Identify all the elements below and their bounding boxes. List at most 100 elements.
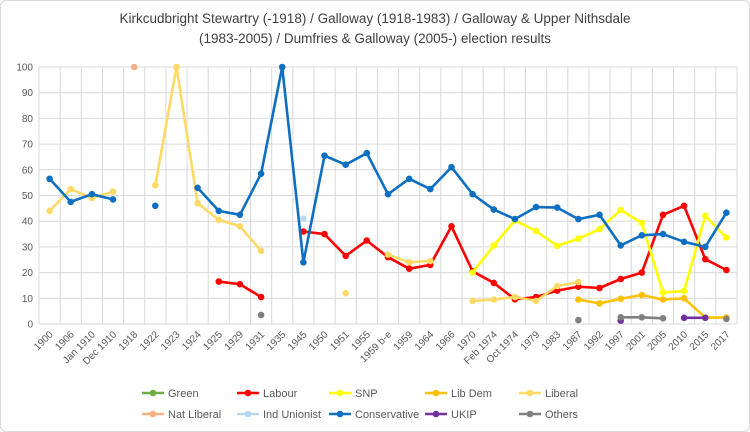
x-tick-label: 1931 [244, 329, 268, 353]
data-point-conservative [702, 243, 709, 251]
data-point-liberal [553, 282, 561, 290]
data-point-conservative [46, 175, 53, 183]
y-axis-labels: 0 10 20 30 40 50 60 70 80 90 100 [16, 63, 33, 331]
data-point-labour [617, 275, 624, 283]
x-tick-label: 1987 [561, 329, 585, 353]
data-point-liberal [109, 188, 117, 195]
y-tick-label: 20 [22, 268, 34, 279]
data-point-labour [405, 265, 413, 273]
y-tick-label: 40 [22, 217, 34, 228]
series-nat-liberal [130, 63, 138, 71]
legend-label-nat-liberal: Nat Liberal [168, 409, 221, 421]
data-point-nat-liberal [130, 63, 138, 71]
data-point-conservative [575, 215, 582, 223]
y-tick-label: 90 [22, 88, 34, 99]
data-point-snp [575, 235, 582, 242]
data-point-lib-dem [638, 291, 646, 299]
legend-item-ukip: UKIP [425, 409, 477, 421]
data-point-labour [363, 237, 371, 244]
x-tick-label: 2001 [624, 329, 648, 353]
data-point-conservative [342, 161, 350, 168]
data-point-labour [236, 280, 244, 288]
data-point-conservative [363, 149, 371, 157]
y-tick-label: 80 [22, 114, 34, 125]
data-point-liberal [511, 293, 519, 301]
data-point-liberal [427, 257, 434, 265]
data-point-conservative [469, 190, 476, 198]
legend-item-labour: Labour [237, 388, 298, 400]
data-point-conservative [448, 163, 455, 171]
data-point-labour [448, 223, 455, 230]
data-point-conservative [405, 175, 413, 183]
data-point-conservative [723, 209, 730, 216]
data-point-conservative [553, 204, 561, 211]
data-point-snp [702, 212, 709, 220]
x-tick-label: 2015 [688, 329, 712, 353]
data-point-liberal [173, 63, 180, 71]
series-line-conservative [48, 65, 728, 264]
data-point-labour [723, 266, 730, 274]
x-tick-label: 1929 [223, 329, 247, 353]
data-point-labour [490, 279, 498, 287]
y-tick-label: 60 [22, 165, 34, 176]
y-tick-label: 70 [22, 140, 34, 151]
data-point-labour [659, 211, 667, 219]
legend-item-lib-dem: Lib Dem [425, 388, 492, 400]
data-point-lib-dem [575, 296, 582, 303]
legend-dot-marker-lib-dem [432, 389, 440, 397]
legend-item-ind-unionist: Ind Unionist [237, 409, 321, 421]
legend-label-ind-unionist: Ind Unionist [263, 409, 321, 421]
data-point-snp [723, 234, 730, 241]
data-point-snp [638, 219, 646, 227]
legend-dot-marker-labour [244, 389, 252, 397]
x-tick-label: 1959 [392, 329, 416, 353]
chart-legend: Green Labour SNP Lib Dem Liberal Nat Liberal I… [142, 388, 579, 421]
legend-label-liberal: Liberal [545, 388, 578, 400]
data-point-snp [532, 227, 540, 235]
x-tick-label: 1945 [286, 329, 310, 353]
legend-item-snp: SNP [329, 388, 378, 400]
series-others [257, 311, 730, 324]
legend-label-conservative: Conservative [355, 409, 419, 421]
data-point-liberal [575, 278, 582, 286]
data-point-labour [257, 293, 265, 301]
chart-title-line1: Kirkcudbright Stewartry (-1918) / Gallow… [119, 11, 631, 26]
data-point-liberal [342, 289, 350, 297]
x-tick-label: 1964 [413, 329, 437, 353]
data-point-conservative [236, 211, 244, 219]
data-point-conservative [596, 211, 603, 219]
data-point-snp [490, 242, 498, 249]
legend-dot-marker-ind-unionist [244, 410, 252, 418]
data-point-ind-unionist [300, 215, 307, 222]
series-line-liberal [48, 65, 580, 303]
data-point-labour [342, 252, 350, 260]
y-tick-label: 10 [22, 294, 34, 305]
data-point-labour [215, 278, 223, 285]
data-point-conservative [532, 203, 540, 211]
data-point-labour [553, 287, 561, 294]
legend-item-liberal: Liberal [519, 388, 578, 400]
x-tick-label: 1979 [519, 329, 543, 353]
data-point-labour [596, 284, 603, 292]
data-point-liberal [194, 199, 201, 207]
data-point-lib-dem [659, 296, 667, 303]
x-tick-label: 2017 [709, 329, 733, 353]
legend-dot-marker-nat-liberal [149, 410, 157, 418]
x-tick-label: 1918 [117, 329, 141, 353]
chart-title: Kirkcudbright Stewartry (-1918) / Gallow… [1, 9, 749, 49]
data-point-liberal [532, 297, 540, 305]
data-point-snp [659, 289, 667, 296]
data-point-others [638, 314, 646, 321]
x-tick-label: 2005 [646, 329, 670, 353]
data-point-liberal [46, 207, 53, 215]
x-tick-label: 1935 [265, 329, 289, 353]
data-point-conservative [109, 196, 117, 203]
legend-item-others: Others [519, 409, 579, 421]
data-point-lib-dem [596, 300, 603, 307]
data-point-conservative [511, 215, 519, 223]
data-point-liberal [236, 223, 244, 230]
series-line-lib-dem [577, 293, 728, 319]
legend-item-green: Green [142, 388, 199, 400]
legend-label-snp: SNP [355, 388, 378, 400]
